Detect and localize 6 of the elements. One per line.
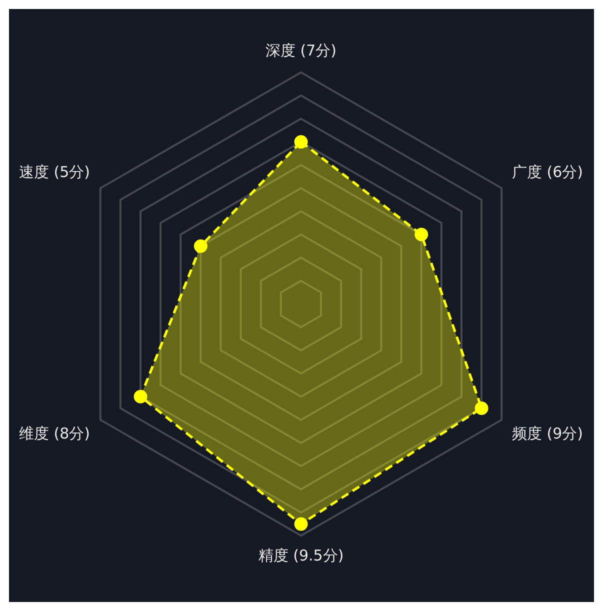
spoke-label: 精度 (9.5分) — [258, 546, 344, 565]
spoke-label: 速度 (5分) — [19, 163, 90, 182]
spoke-label: 深度 (7分) — [265, 41, 337, 60]
spoke-label: 广度 (6分) — [512, 163, 583, 182]
spoke-label: 维度 (8分) — [19, 424, 90, 443]
spoke-label: 频度 (9分) — [512, 424, 583, 443]
